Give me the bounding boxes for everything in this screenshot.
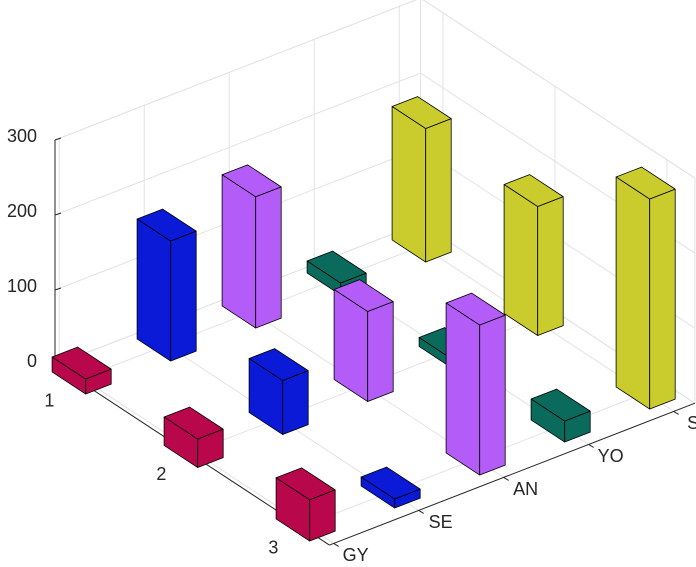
bar bbox=[221, 164, 282, 329]
bar bbox=[503, 174, 564, 336]
bar-top bbox=[333, 279, 394, 312]
bar-front bbox=[255, 186, 282, 329]
grid-line bbox=[422, 0, 696, 179]
col-tick bbox=[588, 443, 594, 448]
col-tick-label: AN bbox=[513, 479, 538, 499]
grid-line bbox=[54, 72, 421, 216]
bar-side bbox=[615, 176, 651, 410]
col-tick bbox=[418, 509, 424, 514]
bar bbox=[248, 348, 309, 435]
z-tick-label: 0 bbox=[27, 351, 37, 371]
bar-top bbox=[306, 250, 367, 284]
col-tick-label: YO bbox=[598, 446, 624, 466]
bar-front bbox=[170, 230, 197, 362]
col-tick bbox=[333, 542, 339, 547]
col-tick bbox=[673, 410, 679, 415]
bar-top bbox=[530, 388, 591, 422]
z-tick bbox=[54, 212, 62, 216]
col-tick bbox=[503, 476, 509, 481]
bar-top bbox=[136, 208, 197, 242]
bar bbox=[615, 166, 676, 410]
bar bbox=[136, 208, 197, 362]
bar-top bbox=[503, 174, 564, 207]
bar-top bbox=[445, 292, 506, 326]
bar-top bbox=[51, 346, 112, 380]
bar-side bbox=[391, 106, 427, 263]
bar-front bbox=[479, 314, 506, 476]
bar bbox=[445, 292, 506, 476]
z-tick bbox=[54, 287, 62, 291]
bar-front bbox=[425, 118, 452, 263]
bar bbox=[275, 467, 336, 542]
bar bbox=[163, 406, 224, 468]
z-tick-label: 300 bbox=[7, 126, 37, 146]
col-tick-label: SI bbox=[687, 413, 696, 433]
col-tick-label: GY bbox=[343, 545, 369, 565]
bar-side bbox=[503, 184, 539, 336]
bar-front bbox=[282, 370, 309, 435]
bar-front bbox=[537, 196, 564, 336]
bar-top bbox=[221, 164, 282, 198]
bar bbox=[360, 466, 421, 509]
grid-line bbox=[54, 0, 417, 141]
bar-top bbox=[248, 348, 309, 381]
row-tick-label: 3 bbox=[268, 537, 278, 557]
bar-top bbox=[360, 466, 421, 500]
bar bbox=[391, 96, 452, 263]
bar-top bbox=[615, 166, 676, 200]
z-tick-label: 200 bbox=[7, 201, 37, 221]
z-tick-label: 100 bbox=[7, 276, 37, 296]
row-tick-label: 2 bbox=[156, 464, 166, 484]
col-tick-label: SE bbox=[429, 512, 453, 532]
bar-top bbox=[275, 467, 336, 501]
row-tick-label: 1 bbox=[44, 390, 54, 410]
bar-side bbox=[445, 302, 481, 476]
bar bbox=[51, 346, 112, 395]
bar bbox=[530, 388, 591, 443]
z-tick bbox=[54, 137, 62, 141]
bar-side bbox=[221, 174, 257, 329]
bar-top bbox=[391, 96, 452, 129]
bar-front bbox=[367, 301, 394, 402]
bar-top bbox=[163, 406, 224, 440]
bar-side bbox=[136, 218, 172, 362]
bar bbox=[333, 279, 394, 402]
bar-front bbox=[649, 188, 676, 410]
col-axis bbox=[329, 402, 696, 546]
